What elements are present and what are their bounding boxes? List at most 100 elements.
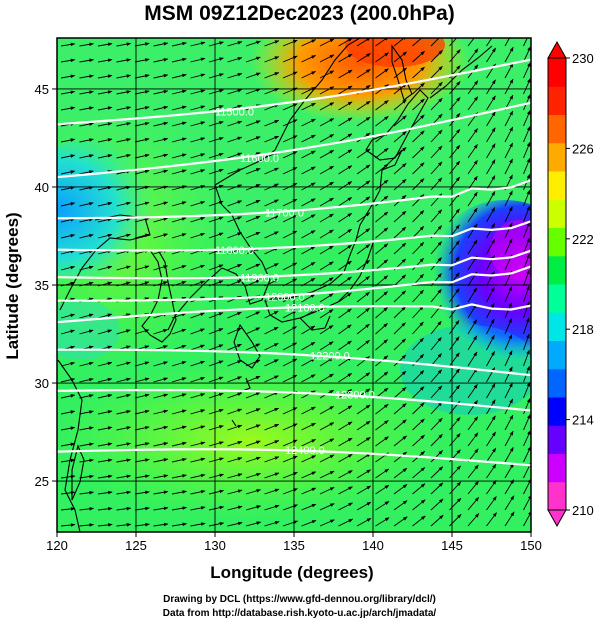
wind-arrow <box>208 392 224 399</box>
wind-arrow <box>504 78 514 95</box>
wind-arrow <box>134 329 150 335</box>
wind-arrow <box>245 88 261 95</box>
wind-arrow <box>227 311 242 319</box>
wind-arrow <box>319 86 335 95</box>
wind-arrow <box>190 73 206 79</box>
wind-arrow <box>319 438 335 447</box>
wind-arrow <box>412 434 425 447</box>
wind-arrow <box>430 466 444 479</box>
wind-arrow <box>393 38 408 47</box>
wind-arrow <box>412 50 425 63</box>
height-contour <box>57 348 531 377</box>
wind-arrow <box>134 201 150 207</box>
wind-arrow <box>319 213 334 223</box>
wind-arrow <box>245 136 261 143</box>
x-tick-label: 125 <box>125 538 147 553</box>
wind-arrow <box>523 157 531 175</box>
wind-arrow <box>190 201 206 207</box>
wind-arrow <box>338 197 353 207</box>
wind-arrow <box>375 468 390 479</box>
wind-arrow <box>116 138 131 143</box>
wind-arrow <box>171 89 187 95</box>
wind-arrow <box>79 361 94 367</box>
wind-arrow <box>60 523 76 527</box>
wind-arrow <box>356 339 370 351</box>
wind-arrow <box>227 424 243 431</box>
wind-arrow <box>208 457 224 463</box>
wind-arrow <box>393 387 407 399</box>
wind-arrow <box>282 87 298 95</box>
wind-arrow <box>393 354 407 367</box>
wind-arrow <box>467 351 478 367</box>
wind-arrow <box>393 516 408 527</box>
wind-arrow <box>153 121 169 127</box>
colorbar-tick-label: 214 <box>572 413 594 428</box>
wind-arrow <box>319 38 335 47</box>
wind-arrow <box>393 163 407 175</box>
wind-arrow <box>245 168 261 175</box>
wind-arrow <box>319 405 335 415</box>
wind-arrow <box>523 333 530 351</box>
wind-arrow <box>153 474 169 479</box>
wind-arrow <box>60 442 76 447</box>
wind-arrow <box>486 127 496 143</box>
wind-arrow <box>208 473 224 479</box>
wind-arrow <box>467 207 478 223</box>
wind-arrow <box>338 38 353 47</box>
wind-arrow <box>171 169 187 175</box>
wind-arrow <box>504 190 513 207</box>
contour-label: 11600.0 <box>240 153 279 165</box>
wind-arrow <box>375 100 389 111</box>
wind-arrow <box>171 506 187 511</box>
wind-arrow <box>301 487 317 495</box>
wind-arrow <box>393 178 407 191</box>
wind-arrow <box>282 262 298 271</box>
wind-arrow <box>523 494 531 511</box>
wind-arrow <box>467 80 479 95</box>
wind-arrow <box>282 504 298 511</box>
wind-arrow <box>486 286 495 303</box>
wind-arrow <box>356 356 371 367</box>
x-tick-label: 150 <box>520 538 542 553</box>
wind-arrow <box>245 40 261 47</box>
x-axis-label: Longitude (degrees) <box>210 563 373 582</box>
wind-arrow <box>190 137 206 143</box>
wind-arrow <box>97 90 113 95</box>
wind-arrow <box>79 186 94 191</box>
wind-arrow <box>153 442 169 447</box>
wind-arrow <box>449 513 462 527</box>
wind-arrow <box>79 42 94 47</box>
wind-arrow <box>190 506 206 511</box>
wind-arrow <box>264 215 279 223</box>
wind-arrow <box>134 522 150 527</box>
wind-arrow <box>282 407 298 415</box>
wind-arrow <box>245 279 261 287</box>
wind-arrow <box>282 246 298 255</box>
wind-arrow <box>504 142 514 159</box>
x-tick-label: 120 <box>46 538 68 553</box>
y-tick-label: 30 <box>35 376 49 391</box>
wind-arrow <box>171 441 187 447</box>
wind-arrow <box>467 128 478 143</box>
wind-arrow <box>153 409 169 415</box>
wind-arrow <box>116 506 132 511</box>
wind-arrow <box>171 522 187 527</box>
wind-arrow <box>523 189 531 207</box>
wind-arrow <box>523 381 531 399</box>
wind-arrow <box>467 96 479 111</box>
wind-arrow <box>60 217 76 223</box>
wind-arrow <box>430 273 442 287</box>
wind-arrow <box>264 521 280 527</box>
wind-arrow <box>208 505 225 511</box>
wind-arrow <box>412 194 425 207</box>
wind-arrow <box>134 506 150 511</box>
wind-arrow <box>375 227 389 239</box>
wind-arrow <box>208 441 224 447</box>
wind-arrow <box>60 410 76 415</box>
wind-arrow <box>449 352 460 367</box>
wind-arrow <box>430 401 443 415</box>
wind-arrow <box>356 244 371 255</box>
wind-arrow <box>412 114 425 127</box>
wind-arrow <box>375 307 388 319</box>
colorbar-segment <box>548 453 566 483</box>
